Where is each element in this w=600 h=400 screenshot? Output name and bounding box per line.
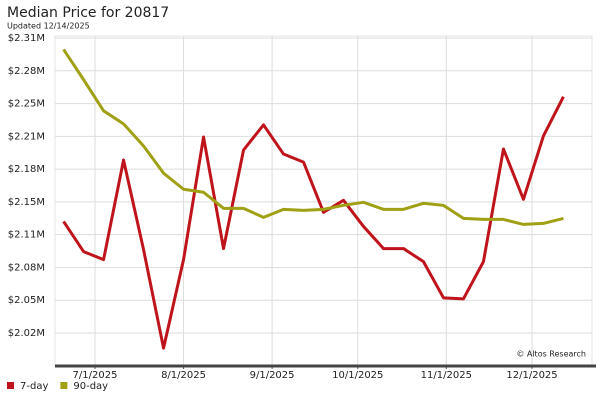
x-tick-label: 7/1/2025 bbox=[73, 370, 118, 381]
y-tick-label: $2.15M bbox=[8, 197, 45, 208]
y-tick-label: $2.28M bbox=[8, 66, 45, 77]
y-tick-label: $2.08M bbox=[8, 262, 45, 273]
chart-title: Median Price for 20817 bbox=[7, 5, 169, 21]
y-tick-label: $2.11M bbox=[8, 230, 45, 241]
x-tick-label: 11/1/2025 bbox=[421, 370, 472, 381]
legend-label: 90-day bbox=[73, 381, 108, 392]
legend-swatch bbox=[60, 382, 68, 389]
legend-label: 7-day bbox=[20, 381, 48, 392]
x-tick-label: 12/1/2025 bbox=[506, 370, 557, 381]
y-tick-label: $2.18M bbox=[8, 164, 45, 175]
series-line bbox=[62, 48, 564, 226]
watermark: © Altos Research bbox=[516, 350, 586, 359]
y-tick-label: $2.05M bbox=[8, 295, 45, 306]
x-tick-label: 9/1/2025 bbox=[250, 370, 295, 381]
chart-subtitle: Updated 12/14/2025 bbox=[7, 22, 90, 31]
y-tick-label: $2.25M bbox=[8, 99, 45, 110]
legend-swatch bbox=[7, 382, 14, 389]
x-tick-label: 10/1/2025 bbox=[332, 370, 383, 381]
x-tick-label: 8/1/2025 bbox=[161, 370, 206, 381]
y-tick-label: $2.21M bbox=[8, 131, 45, 142]
series-line bbox=[62, 96, 565, 350]
plot-area bbox=[54, 35, 593, 366]
y-tick-label: $2.02M bbox=[8, 328, 45, 339]
y-tick-label: $2.31M bbox=[8, 33, 45, 44]
